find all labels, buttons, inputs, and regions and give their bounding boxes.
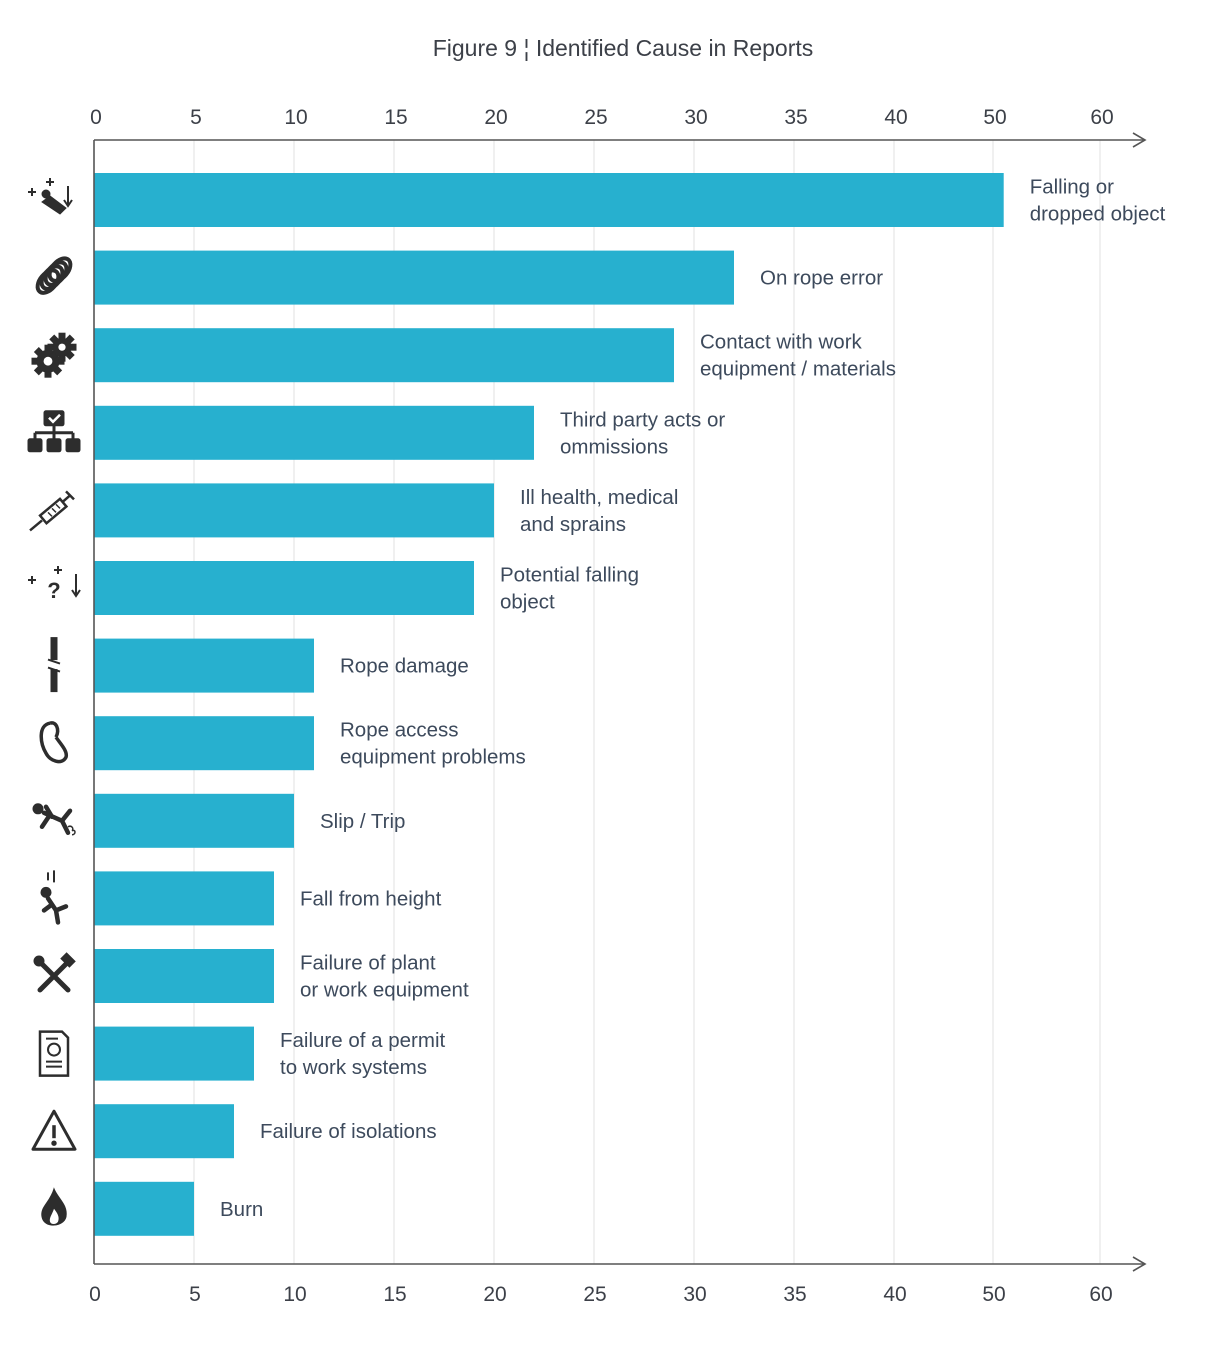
warning-triangle-icon xyxy=(31,1109,77,1151)
top-axis-arrow xyxy=(1132,132,1147,148)
bottom-tick-label: 35 xyxy=(783,1283,806,1306)
bottom-tick-label: 0 xyxy=(89,1283,101,1306)
top-tick-label: 5 xyxy=(190,106,202,129)
syringe-icon xyxy=(29,490,75,532)
bottom-tick-label: 10 xyxy=(283,1283,306,1306)
bar-12 xyxy=(94,1026,254,1081)
tick-labels: 0 0 5 5 10 10 15 15 20 20 25 25 30 30 35 35 40 40 50 50 60 60 xyxy=(89,106,1114,1306)
bottom-axis-arrow xyxy=(1132,1256,1147,1272)
bottom-tick-label: 60 xyxy=(1089,1283,1112,1306)
bar-13 xyxy=(94,1104,234,1159)
damaged-rope-icon xyxy=(47,637,61,693)
bar-7 xyxy=(94,638,314,693)
top-tick-label: 0 xyxy=(90,106,102,129)
bottom-tick-label: 25 xyxy=(583,1283,606,1306)
bottom-tick-label: 15 xyxy=(383,1283,406,1306)
top-tick-label: 50 xyxy=(983,106,1006,129)
top-tick-label: 10 xyxy=(284,106,307,129)
bar-2 xyxy=(94,250,734,305)
bar-1 xyxy=(94,173,1004,227)
top-tick-label: 60 xyxy=(1090,106,1113,129)
bar-6 xyxy=(94,561,474,615)
bottom-tick-label: 5 xyxy=(189,1283,201,1306)
bar-10 xyxy=(94,871,274,926)
bar-8 xyxy=(94,716,314,771)
category-labels: Falling or dropped object On rope error Con… xyxy=(220,176,1166,1221)
category-label: Burn xyxy=(220,1198,263,1221)
top-tick-label: 20 xyxy=(484,106,507,129)
category-label: On rope error xyxy=(760,267,883,290)
category-label: Slip / Trip xyxy=(320,810,405,833)
top-tick-label: 30 xyxy=(684,106,707,129)
tools-icon xyxy=(33,952,76,993)
grid-lines xyxy=(193,140,1101,1264)
category-label: Third party acts or ommissions xyxy=(560,408,725,458)
axes xyxy=(93,132,1147,1272)
bottom-tick-label: 30 xyxy=(683,1283,706,1306)
category-label: Falling or dropped object xyxy=(1030,176,1166,226)
top-tick-label: 35 xyxy=(784,106,807,129)
org-chart-icon xyxy=(27,410,81,453)
bar-3 xyxy=(94,328,674,383)
bar-11 xyxy=(94,949,274,1003)
bottom-tick-label: 20 xyxy=(483,1283,506,1306)
bar-14 xyxy=(94,1181,194,1236)
category-label: Fall from height xyxy=(300,887,442,910)
slip-trip-icon xyxy=(32,803,76,836)
carabiner-icon xyxy=(39,721,69,764)
gears-icon xyxy=(31,332,77,378)
chart-title: Figure 9 ¦ Identified Cause in Reports xyxy=(433,35,814,61)
bottom-tick-label: 40 xyxy=(883,1283,906,1306)
bars xyxy=(94,173,1004,1236)
svg-text:?: ? xyxy=(47,578,60,603)
flame-icon xyxy=(41,1187,67,1226)
potential-falling-object-icon: ? xyxy=(28,566,81,603)
bar-4 xyxy=(94,405,534,460)
category-label: Contact with work equipment / materials xyxy=(700,331,896,381)
permit-document-icon xyxy=(38,1030,70,1077)
category-label: Rope damage xyxy=(340,655,469,678)
bar-5 xyxy=(94,483,494,538)
category-label: Rope access equipment problems xyxy=(340,719,526,769)
fall-from-height-icon xyxy=(40,870,69,925)
rope-coil-icon xyxy=(35,256,73,295)
category-label: Potential falling object xyxy=(500,564,639,614)
top-tick-label: 40 xyxy=(884,106,907,129)
category-label: Failure of a permit to work systems xyxy=(280,1029,446,1079)
category-label: Failure of plant or work equipment xyxy=(300,952,469,1002)
bar-9 xyxy=(94,793,294,848)
falling-object-icon xyxy=(28,178,73,215)
top-tick-label: 25 xyxy=(584,106,607,129)
bottom-tick-label: 50 xyxy=(982,1283,1005,1306)
top-tick-label: 15 xyxy=(384,106,407,129)
category-label: Failure of isolations xyxy=(260,1120,437,1143)
category-label: Ill health, medical and sprains xyxy=(520,486,678,536)
category-icons: ? xyxy=(27,178,81,1226)
